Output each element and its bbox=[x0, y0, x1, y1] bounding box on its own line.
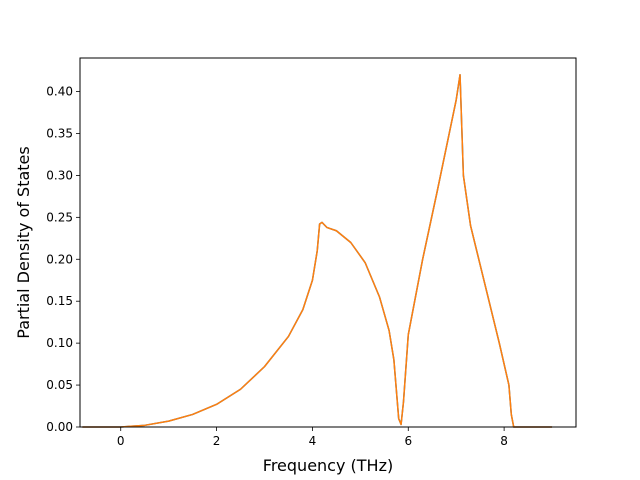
y-tick-label: 0.25 bbox=[46, 210, 73, 224]
series-line-2 bbox=[82, 74, 553, 428]
x-tick-label: 8 bbox=[500, 434, 508, 448]
y-tick-label: 0.15 bbox=[46, 294, 73, 308]
plot-frame bbox=[79, 57, 577, 428]
series-layer bbox=[82, 74, 553, 428]
y-tick-label: 0.35 bbox=[46, 126, 73, 140]
x-tick-label: 0 bbox=[117, 434, 125, 448]
y-tick-label: 0.20 bbox=[46, 252, 73, 266]
y-tick-label: 0.30 bbox=[46, 168, 73, 182]
x-tick-label: 2 bbox=[213, 434, 221, 448]
x-tick-label: 4 bbox=[309, 434, 317, 448]
x-tick-label: 6 bbox=[404, 434, 412, 448]
y-tick-label: 0.00 bbox=[46, 420, 73, 434]
y-tick-label: 0.05 bbox=[46, 378, 73, 392]
y-tick-label: 0.10 bbox=[46, 336, 73, 350]
y-axis-label: Partial Density of States bbox=[14, 146, 33, 338]
x-axis-label: Frequency (THz) bbox=[263, 456, 393, 475]
y-tick-label: 0.40 bbox=[46, 85, 73, 99]
ticks-layer: 0 2 4 6 8 0.00 0.05 0.10 0.15 0.20 0.25 0.30 0.35 0.4… bbox=[46, 85, 508, 448]
